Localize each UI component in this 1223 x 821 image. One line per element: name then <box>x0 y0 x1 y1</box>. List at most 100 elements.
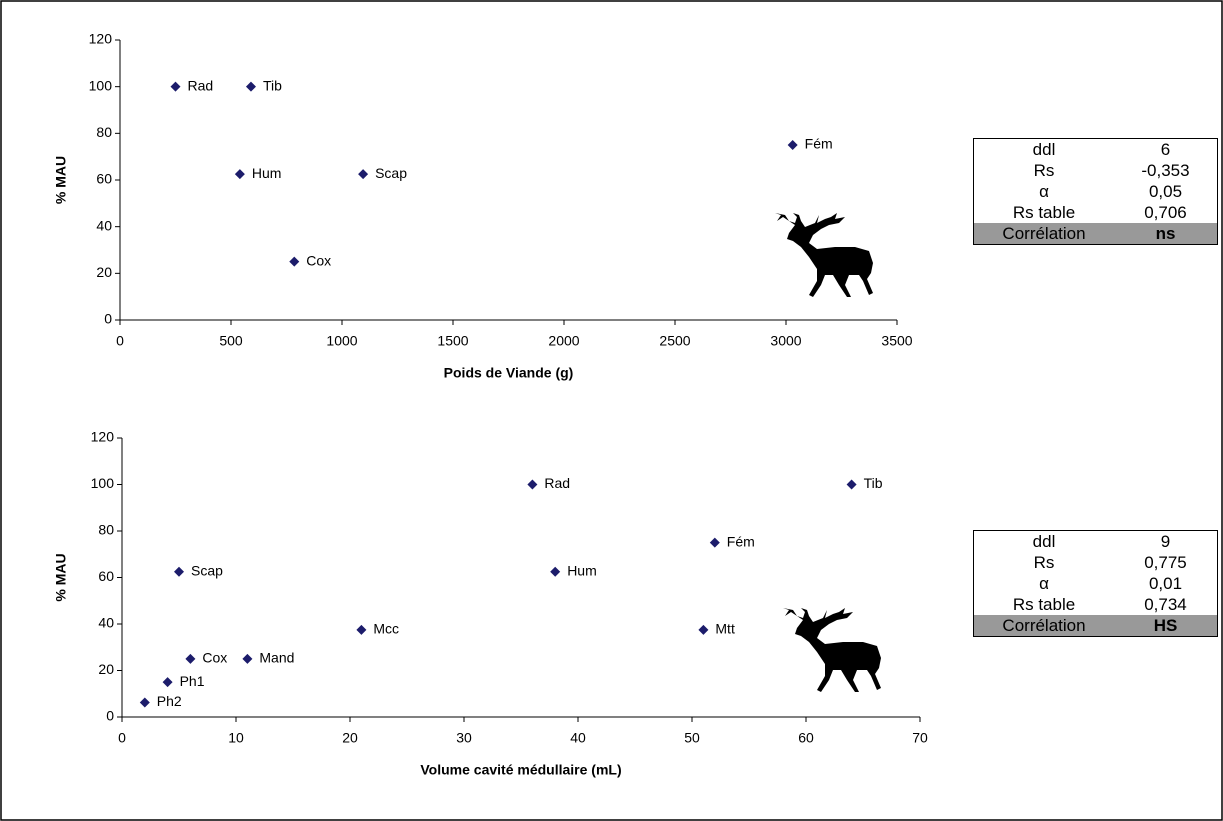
stats-cell: -0,353 <box>1141 161 1190 180</box>
y-tick-label: 0 <box>104 311 112 327</box>
point-label: Cox <box>202 650 227 666</box>
stats-table: ddl 9 Rs 0,775 α 0,01 Rs table 0,734 Corrélation… <box>973 530 1218 637</box>
data-point <box>245 81 256 92</box>
y-tick-label: 60 <box>96 171 112 187</box>
y-tick-label: 100 <box>91 475 115 491</box>
data-point <box>162 677 173 688</box>
x-tick-label: 60 <box>798 730 814 746</box>
point-label: Rad <box>544 475 570 491</box>
y-tick-label: 60 <box>98 568 114 584</box>
stats-row: Rs table 0,734 <box>974 594 1218 615</box>
y-tick-label: 40 <box>96 217 112 233</box>
x-tick-label: 30 <box>456 730 472 746</box>
stats-cell: 9 <box>1160 532 1171 551</box>
data-point <box>709 537 720 548</box>
data-point <box>174 566 184 577</box>
stats-row: Corrélation HS <box>973 615 1218 637</box>
point-label: Mand <box>259 650 294 666</box>
stats-cell: ns <box>1114 223 1218 245</box>
stats-cell: 0,734 <box>1144 595 1187 614</box>
data-point <box>527 479 538 490</box>
data-point <box>185 653 196 664</box>
y-tick-label: 0 <box>106 708 114 724</box>
point-label: Scap <box>375 165 407 181</box>
stats-cell: α <box>1039 182 1049 201</box>
point-label: Tib <box>864 475 883 491</box>
stats-cell: 6 <box>1160 140 1171 159</box>
stats-row: Rs 0,775 <box>974 552 1218 573</box>
stats-row: Rs table 0,706 <box>974 202 1218 223</box>
x-tick-label: 10 <box>228 730 244 746</box>
data-point <box>356 624 367 635</box>
stats-cell: ddl <box>1032 532 1056 551</box>
x-tick-label: 0 <box>118 730 126 746</box>
point-label: Fém <box>805 136 833 152</box>
y-tick-label: 20 <box>98 661 114 677</box>
y-tick-label: 40 <box>98 615 114 631</box>
x-tick-label: 20 <box>342 730 358 746</box>
stats-cell: 0,05 <box>1148 182 1183 201</box>
point-label: Ph1 <box>180 673 205 689</box>
stats-row: ddl 9 <box>974 531 1218 553</box>
data-point <box>242 653 253 664</box>
stats-cell: 0,01 <box>1148 574 1183 593</box>
x-axis-title: Poids de Viande (g) <box>444 365 574 381</box>
y-tick-label: 80 <box>98 522 114 538</box>
y-axis-title: % MAU <box>53 156 69 204</box>
point-label: Fém <box>727 533 755 549</box>
deer-icon <box>783 608 881 692</box>
stats-row: ddl 6 <box>974 139 1218 161</box>
x-tick-label: 50 <box>684 730 700 746</box>
y-tick-label: 120 <box>91 429 115 445</box>
stats-row: α 0,01 <box>974 573 1218 594</box>
deer-icon <box>775 213 873 297</box>
point-label: Mtt <box>715 621 735 637</box>
stats-cell: Corrélation <box>973 615 1114 637</box>
point-label: Tib <box>263 77 282 93</box>
stats-table: ddl 6 Rs -0,353 α 0,05 Rs table 0,706 Corrélatio… <box>973 138 1218 245</box>
x-tick-label: 3000 <box>770 333 801 349</box>
point-label: Hum <box>567 562 597 578</box>
data-point <box>170 81 181 92</box>
y-axis-title: % MAU <box>53 553 69 601</box>
x-tick-label: 2000 <box>548 333 579 349</box>
stats-row: α 0,05 <box>974 181 1218 202</box>
stats-cell: Rs <box>1033 161 1055 180</box>
data-point <box>550 566 561 577</box>
x-tick-label: 1000 <box>326 333 357 349</box>
x-tick-label: 40 <box>570 730 586 746</box>
x-axis-title: Volume cavité médullaire (mL) <box>420 762 621 778</box>
y-tick-label: 80 <box>96 124 112 140</box>
x-tick-label: 1500 <box>437 333 468 349</box>
stats-cell: ddl <box>1032 140 1056 159</box>
stats-cell: 0,775 <box>1144 553 1187 572</box>
stats-cell: Rs <box>1033 553 1055 572</box>
point-label: Hum <box>252 165 282 181</box>
stats-row: Corrélation ns <box>973 223 1218 245</box>
point-label: Mcc <box>373 621 399 637</box>
stats-cell: α <box>1039 574 1049 593</box>
x-tick-label: 0 <box>116 333 124 349</box>
stats-cell: Corrélation <box>973 223 1114 245</box>
y-tick-label: 100 <box>89 77 113 93</box>
point-label: Scap <box>191 562 223 578</box>
point-label: Ph2 <box>157 693 182 709</box>
data-point <box>846 479 857 490</box>
y-tick-label: 20 <box>96 264 112 280</box>
point-label: Rad <box>188 77 214 93</box>
stats-cell: HS <box>1114 615 1218 637</box>
y-tick-label: 120 <box>89 31 113 47</box>
stats-cell: Rs table <box>1012 203 1076 222</box>
stats-cell: 0,706 <box>1144 203 1187 222</box>
data-point <box>234 169 245 180</box>
data-point <box>787 140 798 150</box>
data-point <box>139 697 150 708</box>
x-tick-label: 2500 <box>659 333 690 349</box>
point-label: Cox <box>306 252 331 268</box>
data-point <box>698 624 709 635</box>
data-point <box>358 169 369 180</box>
x-tick-label: 500 <box>219 333 243 349</box>
